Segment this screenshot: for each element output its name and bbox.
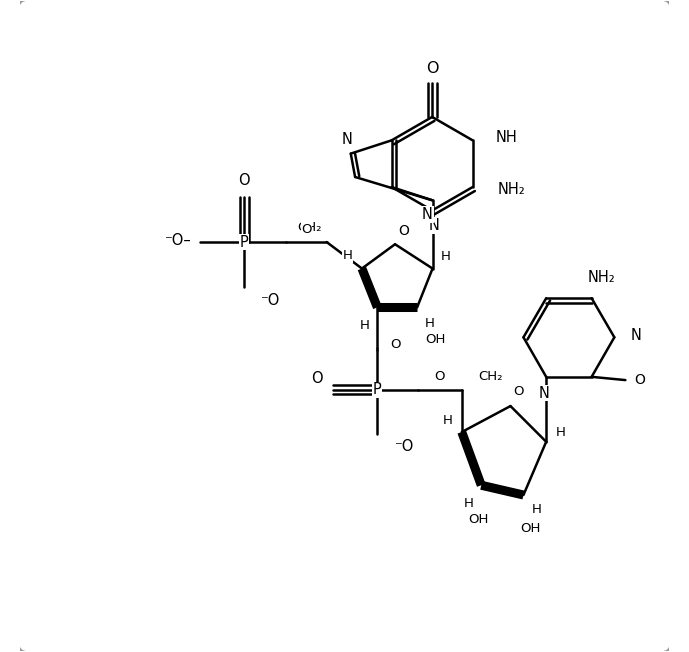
FancyBboxPatch shape <box>18 0 671 652</box>
Text: CH₂: CH₂ <box>478 370 502 383</box>
Text: O: O <box>398 224 409 238</box>
Text: N: N <box>429 218 440 233</box>
Text: P: P <box>240 235 249 250</box>
Text: O: O <box>514 385 524 398</box>
Text: H: H <box>360 319 369 332</box>
Text: OH: OH <box>425 333 446 346</box>
Text: N: N <box>539 385 550 400</box>
Text: H: H <box>555 426 566 439</box>
Text: H: H <box>342 249 353 262</box>
Text: H: H <box>463 497 473 510</box>
Text: N: N <box>342 132 353 147</box>
Text: NH₂: NH₂ <box>588 270 615 285</box>
Text: N: N <box>630 328 641 343</box>
Text: ⁻O–: ⁻O– <box>163 233 190 248</box>
Text: O: O <box>435 370 445 383</box>
Text: ⁻O: ⁻O <box>260 293 280 308</box>
Text: O: O <box>238 173 250 188</box>
Text: CH₂: CH₂ <box>297 221 321 234</box>
Text: N: N <box>422 207 433 222</box>
Text: O: O <box>311 370 323 385</box>
Text: H: H <box>425 317 435 330</box>
Text: O: O <box>301 222 311 235</box>
Text: H: H <box>440 250 451 263</box>
Text: O: O <box>391 338 401 351</box>
Text: OH: OH <box>520 522 540 535</box>
Text: H: H <box>442 415 453 428</box>
Text: H: H <box>531 503 542 516</box>
Text: ⁻O: ⁻O <box>393 439 413 454</box>
Text: O: O <box>426 61 438 76</box>
Text: P: P <box>373 382 382 397</box>
Text: NH: NH <box>495 130 517 145</box>
Text: OH: OH <box>468 512 489 526</box>
Text: O: O <box>635 373 645 387</box>
Text: NH₂: NH₂ <box>497 181 525 196</box>
